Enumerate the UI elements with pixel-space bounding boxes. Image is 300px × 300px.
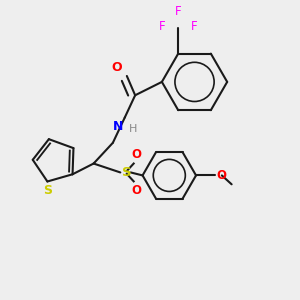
Text: S: S bbox=[43, 184, 52, 197]
Text: S: S bbox=[122, 166, 131, 179]
Text: O: O bbox=[112, 61, 122, 74]
Text: N: N bbox=[113, 121, 123, 134]
Text: F: F bbox=[191, 20, 197, 32]
Text: H: H bbox=[129, 124, 138, 134]
Text: O: O bbox=[217, 169, 226, 182]
Text: F: F bbox=[175, 5, 181, 18]
Text: O: O bbox=[132, 184, 142, 197]
Text: F: F bbox=[159, 20, 166, 32]
Text: O: O bbox=[132, 148, 142, 161]
